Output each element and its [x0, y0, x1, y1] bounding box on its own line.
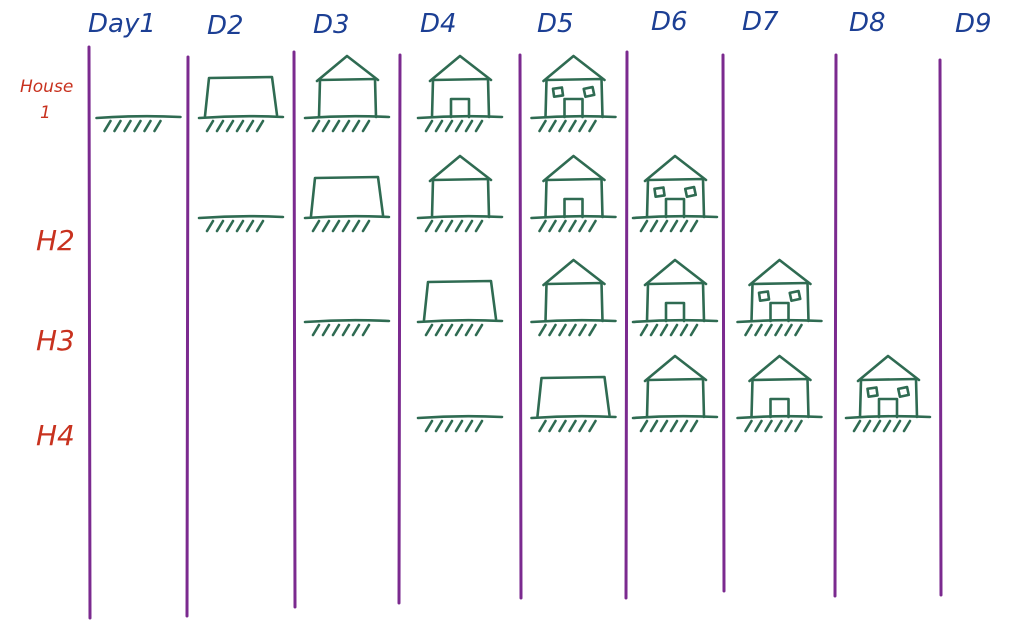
house-3-door [631, 258, 719, 337]
column-label-d7: D7 [742, 7, 779, 37]
column-label-d3: D3 [313, 10, 350, 40]
column-divider [938, 58, 943, 597]
column-label-d6: D6 [651, 7, 688, 37]
house-1-walls [197, 75, 285, 133]
house-4-walls [530, 375, 617, 433]
column-dividers [87, 45, 943, 620]
house-1-ground [95, 114, 182, 133]
column-label-d5: D5 [537, 9, 574, 39]
house-drawings [95, 54, 932, 433]
column-divider [721, 53, 726, 593]
row-labels: House 1 H2 H3 H4 [20, 77, 75, 452]
column-label-d8: D8 [849, 8, 886, 38]
column-divider [518, 53, 523, 600]
house-2-walls [303, 175, 391, 233]
row-label-2: H2 [36, 224, 75, 257]
house-4-ground [416, 414, 504, 433]
column-label-d2: D2 [207, 11, 244, 41]
column-divider [397, 53, 402, 605]
house-2-roof [416, 154, 504, 233]
column-label-d4: D4 [420, 9, 457, 39]
column-divider [185, 55, 190, 618]
house-2-windows [631, 154, 719, 233]
column-divider [87, 45, 92, 620]
house-2-ground [197, 214, 285, 233]
house-1-door [416, 54, 504, 133]
house-1-roof [303, 54, 391, 133]
column-divider [292, 50, 297, 609]
column-divider [833, 53, 838, 598]
house-4-windows [844, 354, 932, 433]
house-4-door [736, 354, 823, 433]
house-4-roof [631, 354, 719, 433]
column-label-d9: D9 [955, 9, 992, 39]
row-label-4: H4 [36, 419, 75, 452]
house-3-roof [530, 258, 617, 337]
house-3-ground [303, 318, 391, 337]
house-1-windows [530, 54, 617, 133]
house-2-door [530, 154, 617, 233]
column-label-day1: Day1 [88, 9, 156, 39]
row-label-3: H3 [36, 324, 75, 357]
house-3-walls [416, 279, 504, 337]
column-labels: Day1 D2 D3 D4 D5 D6 D7 D8 D9 [88, 7, 992, 41]
row-label-1: House 1 [20, 77, 73, 123]
house-3-windows [736, 258, 823, 337]
column-divider [624, 50, 629, 600]
